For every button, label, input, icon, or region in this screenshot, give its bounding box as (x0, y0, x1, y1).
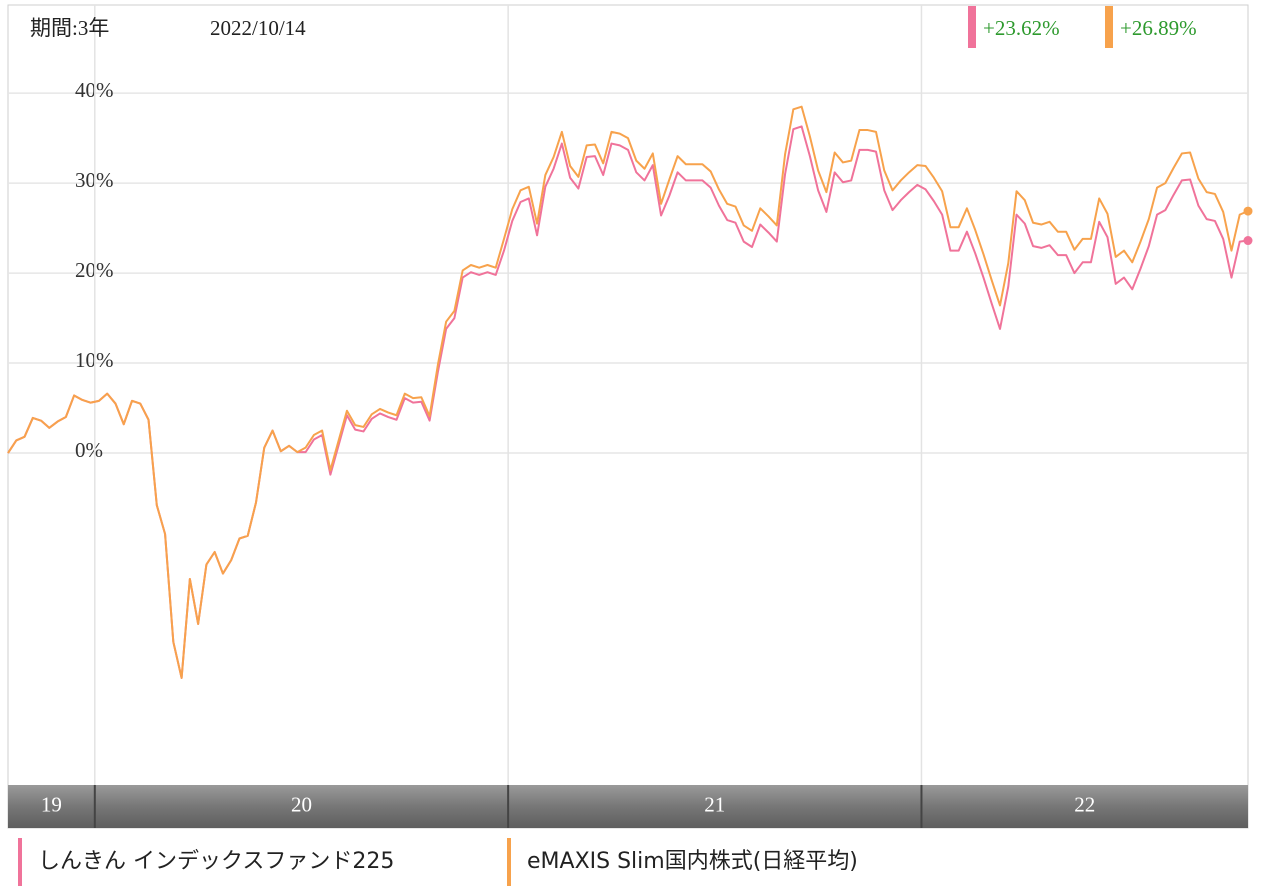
change-label: +23.62% (983, 16, 1060, 40)
grid: 0%10%20%30%40% (8, 5, 1248, 785)
end-point (1243, 236, 1253, 246)
y-tick-label: 0% (75, 438, 103, 462)
change-label: +26.89% (1120, 16, 1197, 40)
change-swatch (968, 6, 976, 48)
axis-band (8, 785, 1248, 828)
x-tick-label: 22 (1074, 792, 1095, 816)
lines (7, 105, 1253, 679)
period-label: 期間:3年 (30, 16, 109, 40)
x-tick-label: 19 (41, 792, 62, 816)
legend-label: eMAXIS Slim国内株式(日経平均) (527, 849, 858, 874)
legend-swatch (18, 838, 22, 886)
date-label: 2022/10/14 (210, 16, 306, 40)
x-axis-band: 19 20 21 22 (8, 785, 1248, 828)
legend-swatch (507, 838, 511, 886)
x-tick-label: 21 (704, 792, 725, 816)
plot-frame (7, 4, 1249, 829)
change-legend: +23.62% +26.89% (968, 6, 1197, 48)
change-swatch (1105, 6, 1113, 48)
line-series (7, 105, 1249, 679)
legend-label: しんきん インデックスファンド225 (38, 849, 394, 874)
end-point (1243, 206, 1253, 216)
legend: しんきん インデックスファンド225 eMAXIS Slim国内株式(日経平均) (18, 838, 858, 886)
x-tick-label: 20 (291, 792, 312, 816)
